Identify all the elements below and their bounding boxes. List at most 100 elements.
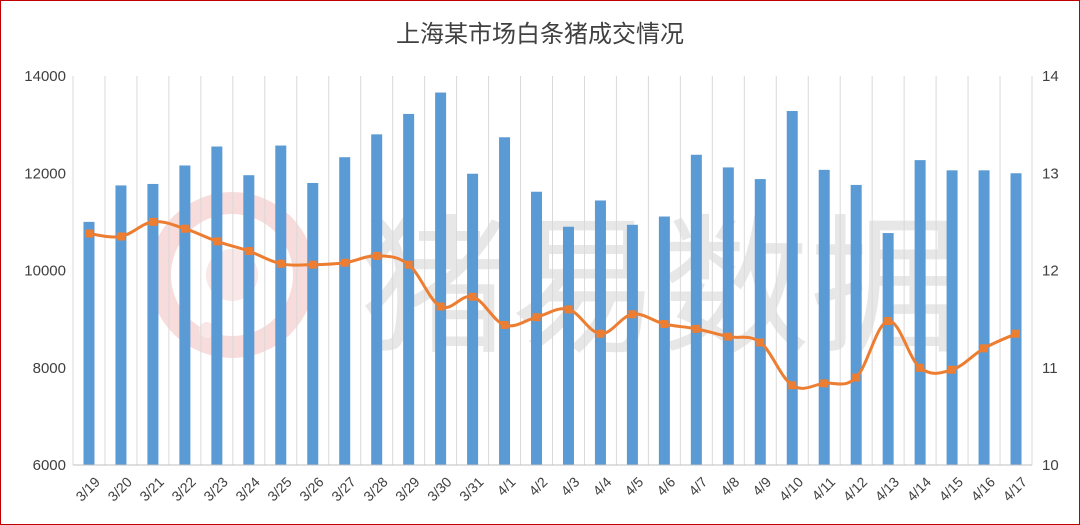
bar bbox=[850, 184, 862, 466]
bar bbox=[690, 154, 702, 465]
x-tick-label: 4/2 bbox=[525, 474, 550, 499]
x-tick-label: 3/21 bbox=[136, 474, 167, 505]
x-tick-label: 3/19 bbox=[72, 474, 103, 505]
x-tick-label: 4/11 bbox=[808, 474, 838, 504]
x-tick-label: 3/26 bbox=[296, 474, 327, 505]
bar bbox=[275, 145, 287, 465]
line-point bbox=[948, 365, 957, 374]
bar bbox=[818, 169, 830, 465]
y-right-tick-label: 10 bbox=[1042, 457, 1059, 474]
line-point bbox=[820, 379, 829, 388]
bar bbox=[179, 165, 191, 465]
line-point bbox=[916, 363, 925, 372]
bar bbox=[562, 226, 574, 465]
line-point bbox=[884, 317, 893, 326]
bar bbox=[914, 160, 926, 465]
bar bbox=[307, 182, 319, 465]
x-tick-label: 3/23 bbox=[200, 474, 231, 505]
x-tick-label: 4/4 bbox=[589, 474, 614, 499]
line-point bbox=[372, 251, 381, 260]
line-point bbox=[340, 258, 349, 267]
x-tick-label: 4/15 bbox=[936, 474, 967, 505]
y-right-tick-label: 14 bbox=[1042, 68, 1059, 85]
y-left-tick-label: 10000 bbox=[24, 263, 66, 280]
bar bbox=[531, 191, 543, 466]
bar bbox=[722, 167, 734, 466]
x-tick-label: 4/8 bbox=[717, 474, 742, 499]
line-point bbox=[1012, 329, 1021, 338]
x-tick-label: 4/6 bbox=[653, 474, 678, 499]
bar bbox=[115, 185, 127, 465]
y-right-tick-label: 11 bbox=[1042, 360, 1058, 377]
x-tick-label: 3/25 bbox=[264, 474, 295, 505]
line-point bbox=[308, 260, 317, 269]
x-tick-label: 4/3 bbox=[557, 474, 582, 499]
x-tick-label: 3/29 bbox=[392, 474, 423, 505]
bar bbox=[83, 221, 95, 465]
x-tick-label: 4/7 bbox=[685, 474, 710, 499]
line-point bbox=[212, 237, 221, 246]
x-tick-label: 4/14 bbox=[904, 474, 935, 505]
x-tick-label: 4/16 bbox=[968, 474, 999, 505]
bar bbox=[626, 224, 638, 465]
x-tick-label: 4/5 bbox=[621, 474, 646, 499]
x-tick-label: 3/31 bbox=[456, 474, 487, 505]
bar bbox=[882, 233, 894, 465]
line-point bbox=[276, 259, 285, 268]
line-point bbox=[564, 305, 573, 314]
bar bbox=[211, 146, 223, 465]
x-tick-label: 3/30 bbox=[424, 474, 455, 505]
x-tick-label: 3/20 bbox=[104, 474, 135, 505]
bar bbox=[754, 179, 766, 465]
line-point bbox=[628, 310, 637, 319]
x-tick-label: 3/27 bbox=[328, 474, 359, 505]
x-tick-label: 3/28 bbox=[360, 474, 391, 505]
bar bbox=[435, 92, 447, 465]
chart-title: 上海某市场白条猪成交情况 bbox=[396, 20, 684, 48]
bar-series bbox=[83, 92, 1022, 466]
bar bbox=[1010, 173, 1022, 465]
x-tick-label: 4/17 bbox=[999, 474, 1030, 505]
y-left-tick-label: 14000 bbox=[24, 68, 66, 85]
bar bbox=[946, 170, 958, 465]
bar bbox=[467, 173, 479, 465]
line-point bbox=[244, 247, 253, 256]
bar bbox=[243, 175, 255, 465]
line-point bbox=[756, 338, 765, 347]
y-right-tick-label: 13 bbox=[1042, 165, 1059, 182]
line-point bbox=[468, 292, 477, 301]
line-point bbox=[596, 329, 605, 338]
line-point bbox=[116, 232, 125, 241]
x-tick-label: 4/12 bbox=[840, 474, 871, 505]
x-tick-label: 4/1 bbox=[494, 474, 519, 499]
grid-lines bbox=[72, 76, 1033, 465]
line-point bbox=[436, 302, 445, 311]
line-point bbox=[788, 381, 797, 390]
bar bbox=[147, 183, 159, 465]
line-point bbox=[404, 260, 413, 269]
line-point bbox=[532, 313, 541, 322]
x-tick-label: 4/13 bbox=[872, 474, 903, 505]
bar bbox=[978, 170, 990, 465]
bar bbox=[403, 113, 415, 466]
line-point bbox=[148, 217, 157, 226]
line-point bbox=[980, 344, 989, 353]
x-tick-label: 4/10 bbox=[776, 474, 807, 505]
y-left-tick-label: 8000 bbox=[33, 360, 66, 377]
bar bbox=[371, 134, 383, 465]
bar bbox=[499, 137, 511, 465]
line-point bbox=[180, 224, 189, 233]
y-left-tick-label: 12000 bbox=[24, 165, 66, 182]
line-point bbox=[500, 320, 509, 329]
x-tick-label: 3/22 bbox=[168, 474, 199, 505]
x-tick-label: 3/24 bbox=[232, 474, 263, 505]
line-point bbox=[692, 324, 701, 333]
x-tick-label: 4/9 bbox=[749, 474, 774, 499]
bar bbox=[658, 216, 670, 465]
line-point bbox=[724, 332, 733, 341]
line-point bbox=[660, 319, 669, 328]
bar bbox=[786, 111, 798, 465]
line-point bbox=[852, 373, 861, 382]
bar bbox=[339, 157, 351, 466]
